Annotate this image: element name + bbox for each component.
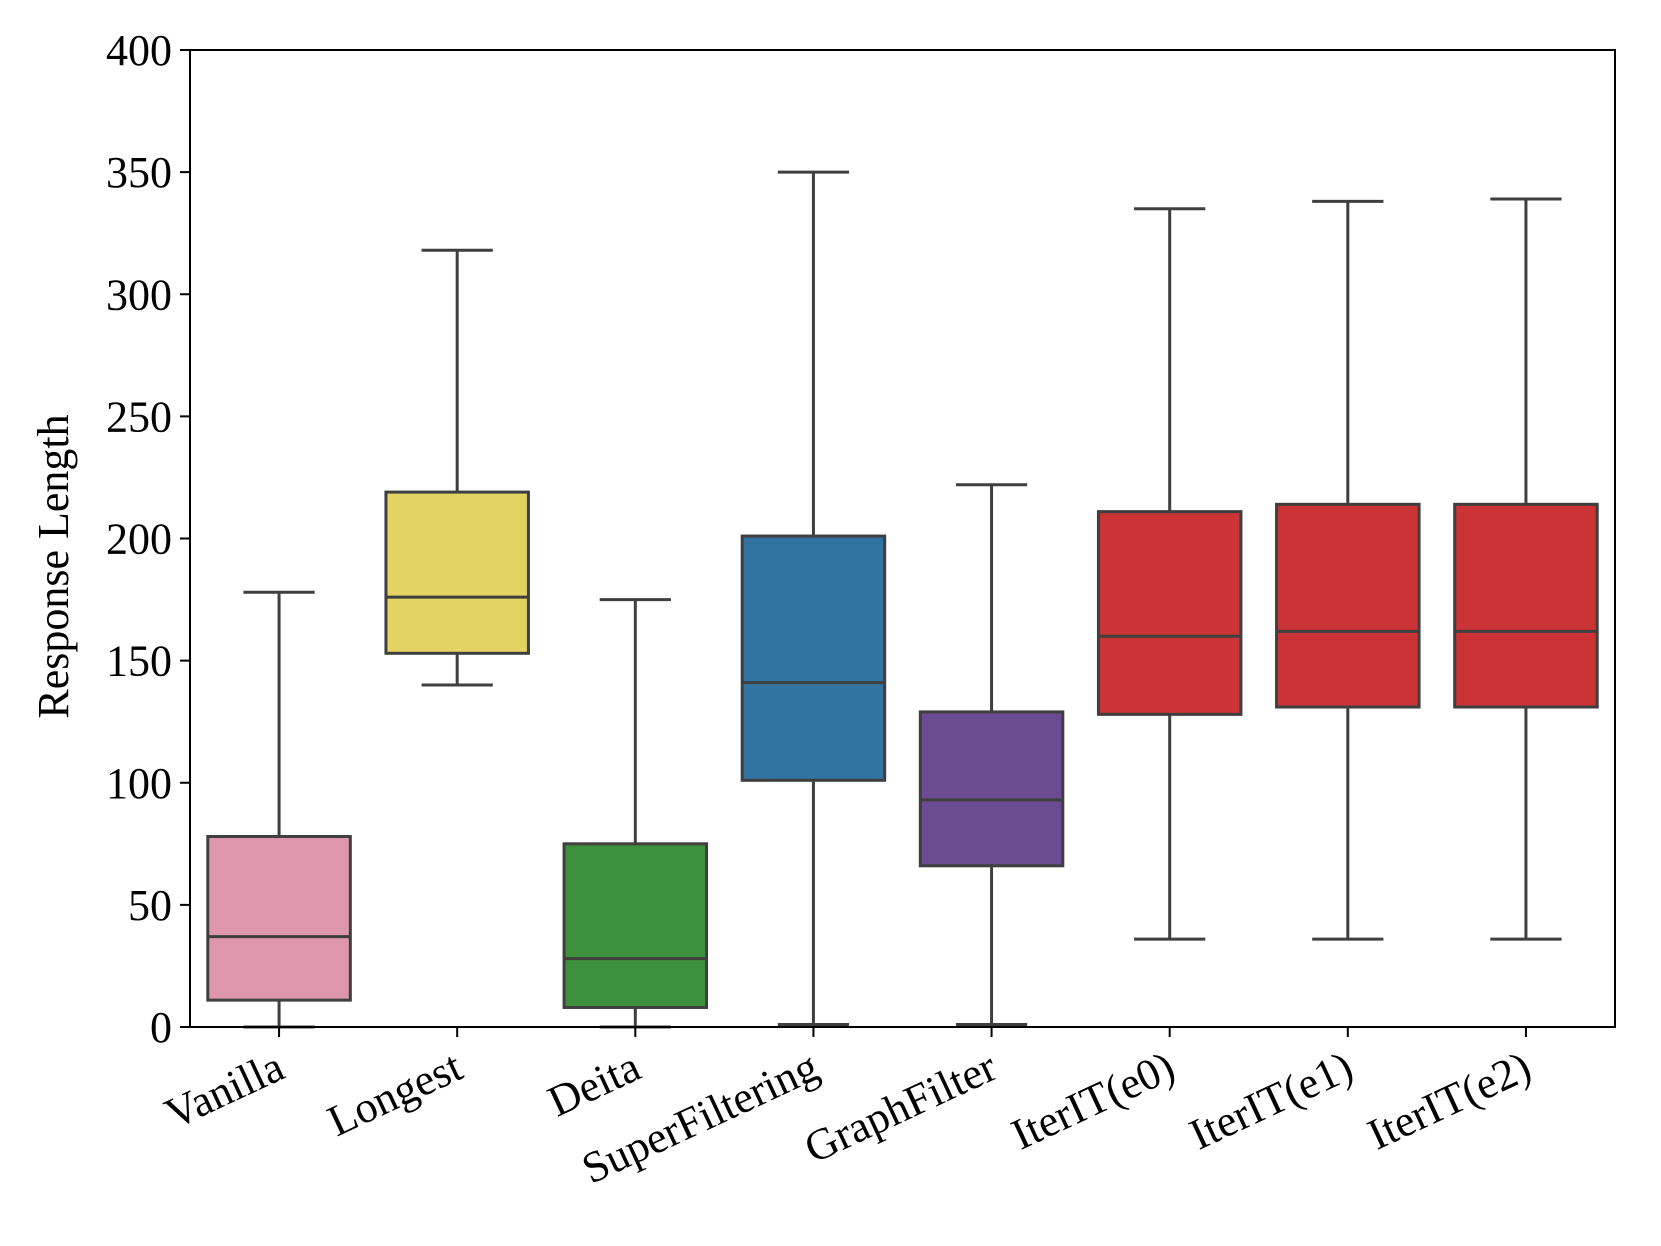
y-tick-label: 300: [106, 270, 172, 319]
x-tick-label: IterIT(e0): [1004, 1042, 1182, 1160]
x-tick-label: GraphFilter: [797, 1042, 1004, 1173]
box-series: [206, 170, 1599, 1029]
y-tick-label: 200: [106, 515, 172, 564]
box-body: [206, 834, 352, 1002]
x-tick-label: IterIT(e1): [1182, 1042, 1360, 1160]
box-body: [740, 534, 887, 782]
x-axis: Vanilla Longest DeitaSuperFilteringGraphFi…: [158, 1027, 1538, 1193]
box-deita: [562, 598, 709, 1029]
box-body: [1096, 510, 1243, 716]
x-tick-label: Vanilla: [158, 1042, 292, 1139]
box-superfiltering: [740, 170, 887, 1027]
box-body: [562, 842, 709, 1009]
y-tick-label: 100: [106, 759, 172, 808]
box-longest: [384, 248, 530, 687]
y-tick-label: 150: [106, 637, 172, 686]
box-iterit-e2-: [1453, 197, 1599, 941]
box-body: [384, 490, 530, 655]
box-body: [1453, 502, 1599, 709]
box-graphfilter: [918, 483, 1065, 1027]
box-body: [918, 710, 1065, 868]
y-axis: 0 50 100 150 200 250 300 350 400: [106, 26, 190, 1052]
y-tick-label: 0: [150, 1003, 172, 1052]
y-tick-label: 50: [128, 881, 172, 930]
y-tick-label: 350: [106, 148, 172, 197]
box-iterit-e1-: [1275, 199, 1421, 941]
y-tick-label: 250: [106, 392, 172, 441]
x-tick-label: IterIT(e2): [1360, 1042, 1538, 1160]
x-tick-label: Longest: [320, 1042, 469, 1146]
box-body: [1275, 502, 1421, 709]
y-tick-label: 400: [106, 26, 172, 75]
x-tick-label: Deita: [540, 1042, 647, 1127]
plot-frame: [189, 49, 1616, 1028]
box-iterit-e0-: [1096, 207, 1243, 941]
y-axis-title: Response Length: [29, 414, 78, 718]
box-vanilla: [206, 590, 352, 1029]
